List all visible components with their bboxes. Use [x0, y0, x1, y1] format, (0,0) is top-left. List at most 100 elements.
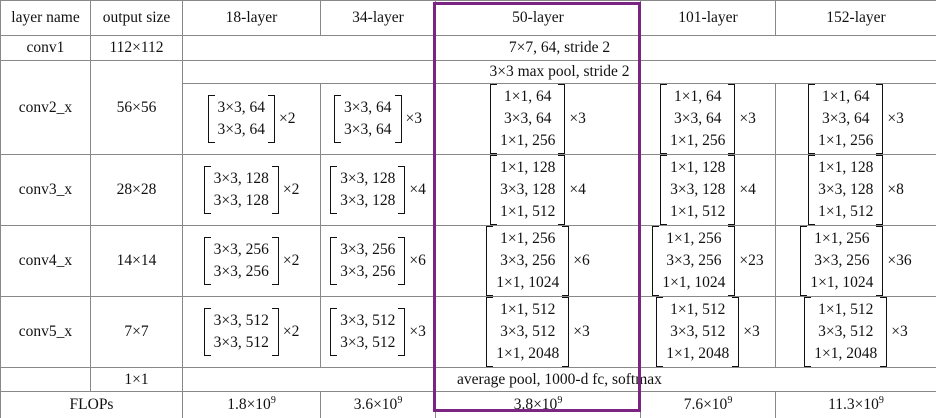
flops-exponent: 9: [727, 395, 733, 407]
block-cell: 1×1, 128 3×3, 128 1×1, 512 ×4: [435, 154, 641, 226]
flops-base: 3.6×10: [353, 396, 398, 414]
header-cell: output size: [90, 0, 183, 36]
table-row: layer name output size 18-layer 34-layer 50-…: [0, 0, 936, 36]
empty-cell: [0, 367, 91, 392]
block-line: 1×1, 2048: [666, 345, 730, 362]
block-line: 3×3, 128: [340, 170, 396, 187]
block-line: 1×1, 512: [670, 301, 726, 318]
bracket: 1×1, 128 3×3, 128 1×1, 512: [808, 155, 884, 225]
bracket: 1×1, 64 3×3, 64 1×1, 256: [490, 84, 566, 154]
table-row: conv3_x 28×28 3×3, 128 3×3, 128 ×2 3×3, 128 3×…: [0, 154, 936, 226]
block-line: 1×1, 128: [670, 159, 726, 176]
layer-name: conv3_x: [0, 154, 91, 226]
block-multiplier: ×4: [569, 181, 586, 198]
block-multiplier: ×3: [573, 323, 590, 340]
header-cell: layer name: [0, 0, 91, 36]
block-line: 3×3, 512: [670, 323, 726, 340]
block-line: 3×3, 256: [340, 241, 396, 258]
block-line: 1×1, 256: [670, 132, 726, 149]
block-line: 1×1, 256: [666, 230, 722, 247]
flops-exponent: 9: [878, 395, 884, 407]
block-multiplier: ×36: [887, 252, 912, 269]
flops-label: FLOPs: [0, 391, 183, 418]
block-cell: 3×3, 128 3×3, 128 ×4: [320, 154, 436, 226]
block-line: 3×3, 256: [500, 252, 556, 269]
block-multiplier: ×3: [739, 110, 756, 127]
block-line: 1×1, 128: [818, 159, 874, 176]
header-cell: 18-layer: [182, 0, 321, 36]
block-line: 3×3, 64: [822, 110, 870, 127]
block-cell: 1×1, 512 3×3, 512 1×1, 2048 ×3: [640, 296, 776, 368]
block-line: 3×3, 512: [213, 334, 269, 351]
block-line: 3×3, 256: [814, 252, 870, 269]
block-line: 1×1, 128: [500, 159, 556, 176]
block-line: 1×1, 1024: [810, 274, 874, 291]
block-cell: 3×3, 64 3×3, 64 ×2: [182, 83, 321, 155]
bracket: 3×3, 128 3×3, 128: [330, 166, 406, 214]
block-multiplier: ×6: [573, 252, 590, 269]
block-multiplier: ×3: [405, 110, 423, 127]
block-line: 3×3, 128: [818, 181, 874, 198]
header-cell: 152-layer: [775, 0, 936, 36]
block-line: 3×3, 64: [344, 99, 392, 116]
block-multiplier: ×2: [279, 110, 296, 127]
bracket: 3×3, 512 3×3, 512: [203, 308, 279, 356]
block-cell: 3×3, 512 3×3, 512 ×3: [320, 296, 436, 368]
block-line: 3×3, 128: [213, 170, 269, 187]
flops-exponent: 9: [270, 395, 276, 407]
block-line: 1×1, 256: [818, 132, 874, 149]
block-multiplier: ×4: [409, 181, 426, 198]
block-line: 3×3, 256: [666, 252, 722, 269]
block-cell: 3×3, 512 3×3, 512 ×2: [182, 296, 321, 368]
block-cell: 1×1, 128 3×3, 128 1×1, 512 ×4: [640, 154, 776, 226]
block-line: 3×3, 128: [340, 192, 396, 209]
block-line: 1×1, 256: [814, 230, 870, 247]
layer-name: conv1: [0, 35, 91, 61]
block-cell: 1×1, 128 3×3, 128 1×1, 512 ×8: [775, 154, 936, 226]
flops-base: 1.8×10: [227, 396, 271, 414]
output-size: 112×112: [90, 35, 183, 61]
bracket: 1×1, 256 3×3, 256 1×1, 1024: [652, 226, 736, 296]
layer-name: conv5_x: [0, 296, 91, 368]
block-line: 1×1, 512: [500, 203, 556, 220]
header-cell: 34-layer: [320, 0, 436, 36]
layer-name: conv2_x: [0, 60, 91, 155]
bracket: 1×1, 64 3×3, 64 1×1, 256: [660, 84, 736, 154]
block-cell: 3×3, 256 3×3, 256 ×2: [182, 225, 321, 297]
layer-spec: average pool, 1000-d fc, softmax: [182, 367, 936, 392]
block-line: 1×1, 256: [500, 230, 556, 247]
bracket: 1×1, 512 3×3, 512 1×1, 2048: [486, 297, 570, 367]
block-cell: 3×3, 64 3×3, 64 ×3: [320, 83, 436, 155]
bracket: 1×1, 64 3×3, 64 1×1, 256: [808, 84, 884, 154]
table-row: conv2_x 56×56 3×3 max pool, stride 2: [0, 60, 936, 155]
block-line: 3×3, 128: [500, 181, 556, 198]
block-multiplier: ×3: [409, 323, 426, 340]
block-multiplier: ×6: [409, 252, 426, 269]
block-line: 3×3, 256: [340, 263, 396, 280]
block-line: 3×3, 128: [213, 192, 269, 209]
block-cell: 3×3, 128 3×3, 128 ×2: [182, 154, 321, 226]
block-line: 3×3, 256: [213, 263, 269, 280]
bracket: 1×1, 256 3×3, 256 1×1, 1024: [800, 226, 884, 296]
block-multiplier: ×2: [282, 181, 300, 198]
flops-cell: 11.3×109: [775, 391, 936, 418]
bracket: 1×1, 128 3×3, 128 1×1, 512: [490, 155, 566, 225]
block-cell: 1×1, 256 3×3, 256 1×1, 1024 ×6: [435, 225, 641, 297]
block-multiplier: ×3: [743, 323, 760, 340]
layer-name: conv4_x: [0, 225, 91, 297]
bracket: 3×3, 256 3×3, 256: [203, 237, 279, 285]
block-multiplier: ×4: [739, 181, 756, 198]
block-multiplier: ×3: [569, 110, 586, 127]
block-line: 1×1, 64: [822, 88, 870, 105]
block-line: 3×3, 512: [213, 312, 269, 329]
block-line: 3×3, 512: [500, 323, 556, 340]
flops-cell: 1.8×109: [182, 391, 321, 418]
highlight-box: [433, 2, 641, 412]
table-row: FLOPs 1.8×109 3.6×109 3.8×109 7.6×109 11.3×10…: [0, 391, 936, 418]
block-line: 3×3, 512: [340, 312, 396, 329]
block-line: 3×3, 512: [818, 323, 874, 340]
block-multiplier: ×2: [282, 252, 300, 269]
table-row: conv1 112×112 7×7, 64, stride 2: [0, 35, 936, 61]
flops-exponent: 9: [397, 395, 403, 407]
